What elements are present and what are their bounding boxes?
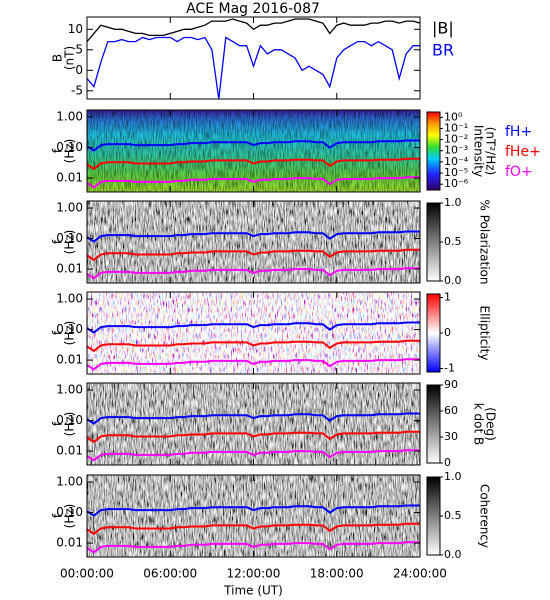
y-tick-label: 0.10: [56, 322, 83, 336]
colorbar-tick-label: 1.0: [444, 470, 462, 483]
gyrofrequency-line: [87, 412, 420, 425]
y-tick-label: 10: [68, 22, 83, 36]
colorbar-tick-label: 10⁻³: [444, 144, 468, 157]
y-axis-label: (Hz): [63, 321, 77, 346]
x-tick-label: 06:00:00: [143, 567, 197, 581]
colorbar-tick-label: 1: [444, 291, 451, 304]
x-tick-label: 18:00:00: [310, 567, 364, 581]
y-tick-label: 1.00: [56, 292, 83, 306]
gyrofrequency-line: [87, 339, 420, 353]
y-tick-label: 0.10: [56, 505, 83, 519]
y-tick-label: 0: [75, 63, 83, 77]
colorbar-label: Intensity: [472, 125, 486, 177]
gyrofrequency-line: [87, 358, 420, 371]
y-axis-label: (Hz): [63, 412, 77, 437]
colorbar: [426, 384, 441, 464]
colorbar-label: Ellipticity: [478, 306, 492, 361]
chart-title: ACE Mag 2016-087: [186, 1, 320, 17]
colorbar-label: k dot B: [472, 403, 486, 445]
legend-entry: fHe+: [505, 144, 541, 160]
colorbar-tick-label: 0.0: [444, 274, 462, 287]
y-tick-label: 0.10: [56, 231, 83, 245]
colorbar-tick-label: -1: [444, 361, 455, 374]
y-axis-label: (nT): [63, 46, 77, 70]
y-axis-label: f: [51, 330, 65, 335]
gyrofrequency-line: [87, 267, 420, 280]
legend-entry: |B|: [432, 19, 454, 38]
colorbar-label: (Deg): [484, 407, 498, 441]
colorbar-tick-label: 90: [444, 378, 458, 391]
y-tick-label: -5: [71, 83, 83, 97]
y-tick-label: 1.00: [56, 110, 83, 124]
gyrofrequency-line: [87, 541, 420, 554]
y-axis-label: B: [51, 54, 65, 62]
y-tick-label: 1.00: [56, 201, 83, 215]
legend-entry: BR: [432, 41, 454, 60]
colorbar: [426, 476, 441, 556]
colorbar-label: Coherency: [478, 484, 492, 548]
legend-entry: fH+: [505, 124, 532, 140]
y-tick-label: 0.01: [56, 171, 83, 185]
y-tick-label: 0.01: [56, 353, 83, 367]
colorbar-tick-label: 0: [444, 326, 451, 339]
colorbar: [426, 111, 441, 191]
y-tick-label: 0.10: [56, 413, 83, 427]
colorbar-tick-label: 10⁻⁵: [444, 166, 468, 179]
x-axis-label: Time (UT): [223, 584, 283, 598]
colorbar-label: % Polarization: [478, 200, 492, 285]
colorbar: [426, 293, 441, 373]
y-axis-label: f: [51, 421, 65, 426]
gyrofrequency-line: [87, 321, 420, 334]
colorbar-tick-label: 10⁻²: [444, 133, 468, 146]
y-tick-label: 0.01: [56, 536, 83, 550]
gyrofrequency-line: [87, 176, 420, 189]
x-tick-label: 12:00:00: [227, 567, 281, 581]
gyrofrequency-line: [87, 504, 420, 517]
y-tick-label: 0.01: [56, 444, 83, 458]
gyrofrequency-line: [87, 248, 420, 262]
x-tick-label: 00:00:00: [60, 567, 114, 581]
gyrofrequency-line: [87, 139, 420, 152]
y-axis-label: (Hz): [63, 504, 77, 529]
gyrofrequency-line: [87, 157, 420, 171]
y-tick-label: 1.00: [56, 383, 83, 397]
y-tick-label: 5: [75, 42, 83, 56]
colorbar-tick-label: 10⁻¹: [444, 121, 468, 134]
gyrofrequency-line: [87, 430, 420, 444]
gyrofrequency-line: [87, 230, 420, 243]
x-tick-label: 24:00:00: [393, 567, 447, 581]
y-axis-label: (Hz): [63, 139, 77, 164]
y-axis-label: f: [51, 513, 65, 518]
data-line: [87, 36, 420, 99]
colorbar-tick-label: 0.5: [444, 235, 462, 248]
colorbar-tick-label: 30: [444, 430, 458, 443]
colorbar-tick-label: 10⁰: [444, 110, 463, 123]
data-line: [87, 18, 420, 43]
gyrofrequency-line: [87, 449, 420, 462]
y-tick-label: 1.00: [56, 475, 83, 489]
colorbar-tick-label: 60: [444, 404, 458, 417]
colorbar-tick-label: 1.0: [444, 196, 462, 209]
colorbar-tick-label: 0.0: [444, 548, 462, 561]
y-tick-label: 0.01: [56, 262, 83, 276]
colorbar-tick-label: 10⁻⁴: [444, 155, 469, 168]
y-axis-label: f: [51, 148, 65, 153]
y-axis-label: (Hz): [63, 230, 77, 255]
y-axis-label: f: [51, 239, 65, 244]
legend-entry: fO+: [505, 164, 533, 180]
colorbar-tick-label: 10⁻⁶: [444, 177, 469, 190]
y-tick-label: 0.10: [56, 140, 83, 154]
colorbar-tick-label: 0: [444, 456, 451, 469]
colorbar-label: (nT²/Hz): [484, 127, 498, 175]
gyrofrequency-line: [87, 522, 420, 536]
colorbar: [426, 202, 441, 282]
colorbar-tick-label: 0.5: [444, 509, 462, 522]
